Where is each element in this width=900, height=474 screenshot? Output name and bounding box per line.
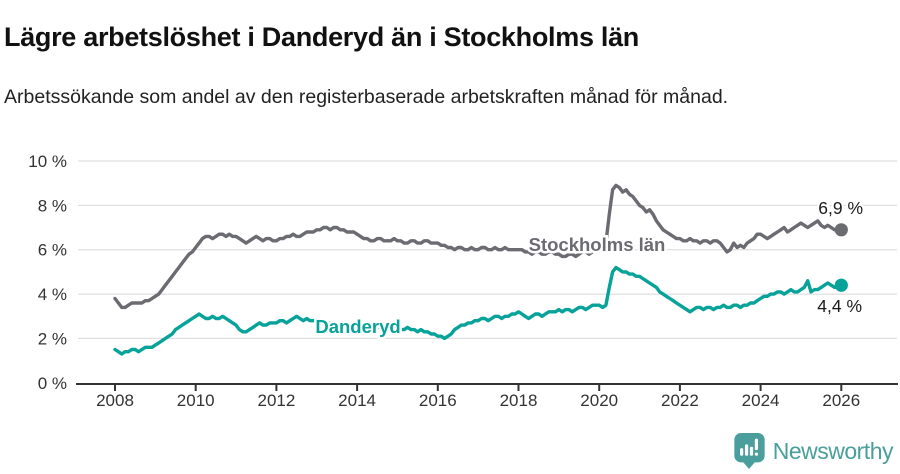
- x-axis-tick-label: 2020: [580, 391, 618, 410]
- y-axis-tick-label: 4 %: [38, 285, 67, 304]
- x-axis-tick-label: 2012: [257, 391, 295, 410]
- newsworthy-logo: Newsworthy: [734, 433, 894, 469]
- x-axis-tick-label: 2014: [338, 391, 376, 410]
- series-line-danderyd: [113, 265, 843, 356]
- y-axis-tick-label: 6 %: [38, 241, 67, 260]
- end-value-label-stockholms-l-n: 6,9 %: [818, 198, 863, 218]
- x-axis-tick-label: 2010: [177, 391, 215, 410]
- newsworthy-logo-icon: [734, 433, 765, 469]
- y-axis-tick-label: 2 %: [38, 329, 67, 348]
- x-axis-tick-label: 2018: [500, 391, 538, 410]
- x-axis-tick-label: 2022: [661, 391, 699, 410]
- newsworthy-logo-text: Newsworthy: [772, 437, 894, 464]
- end-value-label-danderyd: 4,4 %: [817, 296, 862, 316]
- chart-subtitle: Arbetssökande som andel av den registerb…: [4, 85, 729, 108]
- series-label-stockholms-l-n: Stockholms län: [529, 234, 666, 255]
- series-end-dot-stockholms-l-n: [834, 223, 848, 237]
- x-axis-tick-label: 2024: [742, 391, 780, 410]
- x-axis-tick-label: 2026: [822, 391, 860, 410]
- series-line-stockholms-l-n: [113, 183, 843, 310]
- x-axis-tick-label: 2008: [96, 391, 134, 410]
- y-axis-tick-label: 10 %: [28, 152, 67, 171]
- series-end-dot-danderyd: [834, 278, 848, 292]
- page-title: Lägre arbetslöshet i Danderyd än i Stock…: [4, 22, 639, 53]
- series-label-danderyd: Danderyd: [315, 316, 400, 337]
- x-axis-tick-label: 2016: [419, 391, 457, 410]
- y-axis-tick-label: 0 %: [38, 374, 67, 393]
- y-axis-tick-label: 8 %: [38, 196, 67, 215]
